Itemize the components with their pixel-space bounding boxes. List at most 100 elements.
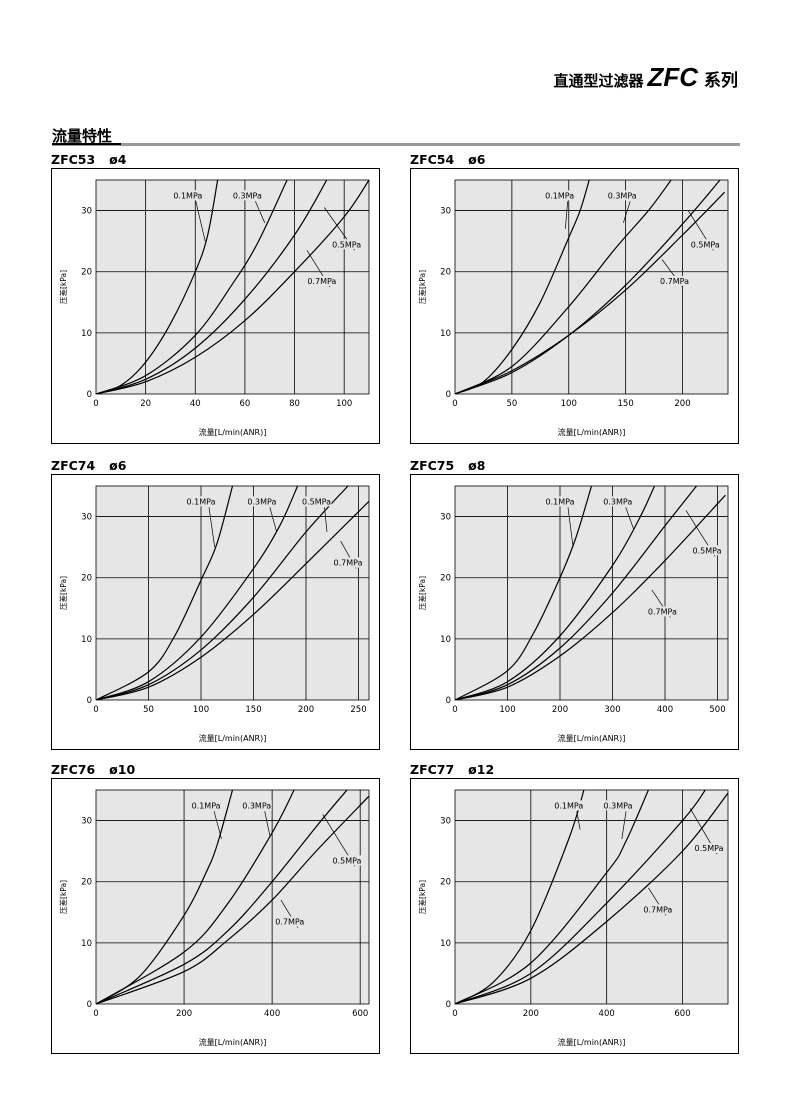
pressure-annotation: 0.1MPa bbox=[554, 801, 583, 810]
chart-model: ZFC77 bbox=[410, 762, 455, 777]
x-tick-label: 40 bbox=[190, 399, 201, 409]
series-line-03mpa bbox=[455, 486, 656, 700]
y-tick-label: 20 bbox=[440, 268, 451, 278]
x-tick-label: 100 bbox=[193, 705, 209, 715]
leader-line bbox=[625, 507, 634, 529]
leader-line bbox=[255, 201, 266, 223]
y-axis-label: 压差[kPa] bbox=[417, 576, 427, 610]
x-tick-label: 60 bbox=[239, 399, 250, 409]
x-tick-label: 0 bbox=[452, 705, 457, 715]
chart-model: ZFC53 bbox=[51, 152, 96, 167]
series-line-03mpa bbox=[96, 790, 295, 1004]
chart-model: ZFC75 bbox=[410, 458, 455, 473]
x-axis-label: 流量[L/min(ANR)] bbox=[199, 1037, 267, 1047]
y-tick-label: 10 bbox=[81, 329, 92, 339]
y-tick-label: 30 bbox=[440, 513, 451, 523]
y-tick-label: 20 bbox=[81, 268, 92, 278]
y-axis-label: 压差[kPa] bbox=[58, 880, 68, 914]
page-header: 直通型过滤器 ZFC 系列 bbox=[553, 62, 738, 93]
pressure-annotation: 0.3MPa bbox=[247, 497, 276, 506]
chart-port-size: ø10 bbox=[109, 762, 136, 777]
leader-line bbox=[621, 811, 627, 839]
annotation-background bbox=[274, 916, 305, 927]
annotation-background bbox=[690, 239, 721, 250]
pressure-annotation: 0.7MPa bbox=[643, 905, 672, 914]
pressure-annotation: 0.7MPa bbox=[334, 558, 363, 567]
chart-port-size: ø6 bbox=[468, 152, 486, 167]
pressure-annotation: 0.3MPa bbox=[603, 497, 632, 506]
annotation-background bbox=[694, 843, 725, 854]
y-tick-label: 30 bbox=[81, 207, 92, 217]
chart-title: ZFC54 ø6 bbox=[410, 152, 485, 167]
flow-chart-zfc53: 0 20 40 60 80 100 0 10 20 30 流量[L/min(ANR)] 压差[kPa]… bbox=[51, 168, 380, 448]
x-tick-label: 200 bbox=[298, 705, 314, 715]
series-line-07mpa bbox=[455, 792, 728, 1004]
x-tick-label: 400 bbox=[599, 1009, 615, 1019]
y-tick-label: 30 bbox=[440, 207, 451, 217]
annotation-background bbox=[607, 190, 638, 201]
pressure-annotation: 0.1MPa bbox=[173, 191, 202, 200]
series-line-07mpa bbox=[96, 180, 369, 394]
pressure-annotation: 0.5MPa bbox=[332, 856, 361, 865]
series-line-05mpa bbox=[455, 790, 706, 1004]
pressure-annotation: 0.1MPa bbox=[545, 191, 574, 200]
plot-area bbox=[454, 485, 729, 701]
chart-title: ZFC76 ø10 bbox=[51, 762, 135, 777]
pressure-annotation: 0.5MPa bbox=[693, 546, 722, 555]
pressure-annotation: 0.7MPa bbox=[648, 607, 677, 616]
y-tick-label: 0 bbox=[87, 1000, 92, 1010]
section-rule bbox=[52, 143, 740, 146]
y-tick-label: 10 bbox=[440, 939, 451, 949]
x-axis-label: 流量[L/min(ANR)] bbox=[199, 427, 267, 437]
x-tick-label: 0 bbox=[93, 1009, 98, 1019]
x-tick-label: 600 bbox=[352, 1009, 368, 1019]
y-tick-label: 30 bbox=[81, 817, 92, 827]
series-line-03mpa bbox=[455, 790, 649, 1004]
leader-line bbox=[567, 507, 574, 548]
annotation-background bbox=[186, 496, 216, 507]
y-tick-label: 30 bbox=[440, 817, 451, 827]
series-line-05mpa bbox=[96, 790, 348, 1004]
annotation-background bbox=[241, 800, 272, 811]
flow-chart-zfc77: 0 200 400 600 0 10 20 30 流量[L/min(ANR)] 压差[kPa] 0.… bbox=[410, 778, 739, 1058]
pressure-annotation: 0.7MPa bbox=[307, 277, 336, 286]
series-line-05mpa bbox=[455, 180, 721, 394]
x-tick-label: 0 bbox=[452, 399, 457, 409]
series-line-01mpa bbox=[96, 486, 234, 700]
flow-chart-zfc54: 0 50 100 150 200 0 10 20 30 流量[L/min(ANR)] 压差[kPa]… bbox=[410, 168, 739, 448]
product-category: 直通型过滤器 bbox=[553, 72, 644, 90]
y-tick-label: 10 bbox=[81, 939, 92, 949]
series-line-03mpa bbox=[455, 180, 672, 394]
x-tick-label: 20 bbox=[140, 399, 151, 409]
x-tick-label: 300 bbox=[604, 705, 620, 715]
pressure-annotation: 0.3MPa bbox=[233, 191, 262, 200]
pressure-annotation: 0.1MPa bbox=[192, 801, 221, 810]
chart-model: ZFC74 bbox=[51, 458, 96, 473]
pressure-annotation: 0.3MPa bbox=[604, 801, 633, 810]
series-line-05mpa bbox=[96, 180, 328, 394]
chart-model: ZFC76 bbox=[51, 762, 96, 777]
x-tick-label: 200 bbox=[674, 399, 690, 409]
flow-chart-zfc74: 0 50 100 150 200 250 0 10 20 30 流量[L/min(ANR)] 压差[k… bbox=[51, 474, 380, 754]
plot-area bbox=[454, 789, 729, 1005]
product-brand: ZFC bbox=[647, 62, 698, 92]
plot-area bbox=[95, 179, 370, 395]
series-line-03mpa bbox=[96, 486, 299, 700]
y-tick-label: 20 bbox=[440, 574, 451, 584]
annotation-background bbox=[647, 606, 678, 617]
x-axis-label: 流量[L/min(ANR)] bbox=[558, 427, 626, 437]
leader-line bbox=[195, 201, 206, 242]
y-tick-label: 20 bbox=[440, 878, 451, 888]
x-axis-label: 流量[L/min(ANR)] bbox=[558, 1037, 626, 1047]
x-tick-label: 0 bbox=[93, 705, 98, 715]
series-line-01mpa bbox=[96, 790, 234, 1004]
y-tick-label: 0 bbox=[87, 390, 92, 400]
pressure-annotation: 0.1MPa bbox=[187, 497, 216, 506]
annotation-background bbox=[232, 190, 263, 201]
chart-title: ZFC53 ø4 bbox=[51, 152, 126, 167]
x-tick-label: 500 bbox=[709, 705, 725, 715]
chart-svg: 0 200 400 600 0 10 20 30 流量[L/min(ANR)] 压差[kPa] 0.… bbox=[410, 778, 739, 1054]
flow-chart-zfc75: 0 100 200 300 400 500 0 10 20 30 流量[L/min(ANR)] 压差[… bbox=[410, 474, 739, 754]
annotation-background bbox=[659, 275, 690, 286]
x-tick-label: 150 bbox=[245, 705, 261, 715]
